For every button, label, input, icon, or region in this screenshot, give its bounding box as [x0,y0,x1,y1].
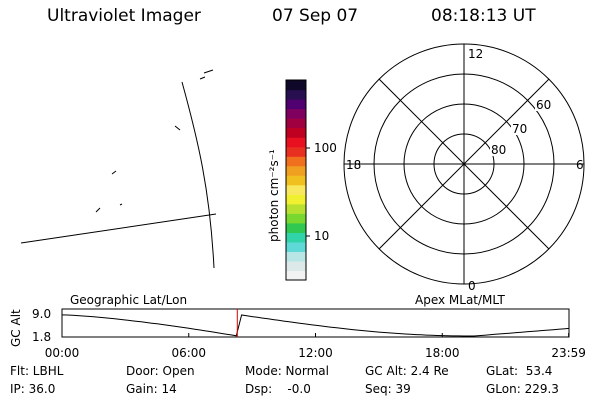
timeline-plot: Geographic Lat/Lon Apex MLat/MLT GC Alt … [9,293,586,360]
date-label: 07 Sep 07 [272,6,359,26]
map-boundary-curve [181,81,215,269]
timeline-tick-label: 18:00 [425,346,460,360]
color-bar-cell [286,241,306,253]
coastline-fragment [199,76,206,80]
geographic-map-panel [20,69,217,269]
color-bar: 100 10 photon cm⁻²s⁻¹ [267,79,337,281]
timeline-left-title: Geographic Lat/Lon [70,293,187,307]
timeline-tick-label: 00:00 [45,346,80,360]
color-bar-cell [286,80,306,91]
gc-alt-status: GC Alt: 2.4 Re [365,364,449,378]
coastline-fragment [119,203,123,206]
timeline-ymax: 9.0 [32,307,51,321]
lat-label-70: 70 [512,122,527,136]
glat-status: GLat: 53.4 [486,364,553,378]
color-bar-cell [286,232,306,243]
color-bar-cell [286,156,306,167]
timeline-ymin: 1.8 [32,330,51,344]
color-bar-cell [286,99,306,110]
coastline-fragment [174,125,181,131]
seq-status: Seq: 39 [365,382,411,396]
mlt-label-18: 18 [346,158,361,172]
timeline-right-title: Apex MLat/MLT [415,293,505,307]
door-status: Door: Open [126,364,195,378]
dsp-status: Dsp: -0.0 [245,382,311,396]
timeline-ylabel: GC Alt [9,309,23,347]
lat-label-80: 80 [491,143,506,157]
color-bar-cell [286,127,306,138]
mlt-label-12: 12 [468,47,483,61]
timeline-tick-label: 06:00 [171,346,206,360]
color-bar-cell [286,222,306,233]
timeline-tick-label: 12:00 [298,346,333,360]
ip-status: IP: 36.0 [10,382,56,396]
color-bar-unit-label: photon cm⁻²s⁻¹ [267,149,281,242]
color-bar-label-10: 10 [314,229,329,243]
timeline-tick-label: 23:59 [551,346,586,360]
mlt-label-6: 6 [576,158,584,172]
color-bar-cell [286,118,306,129]
mlt-label-0: 0 [468,279,476,293]
filter-status: Flt: LBHL [10,364,64,378]
color-bar-cell [286,194,306,205]
color-bar-cell [286,203,306,214]
glon-status: GLon: 229.3 [486,382,559,396]
color-bar-cell [286,184,306,195]
coastline-fragment [203,69,214,74]
timeline-frame [61,308,570,338]
map-horizon-line [20,213,217,244]
gain-status: Gain: 14 [126,382,177,396]
color-bar-cell [286,146,306,157]
color-bar-cell [286,137,306,148]
polar-diagonal [378,78,550,250]
color-bar-cell [286,251,306,262]
instrument-title: Ultraviolet Imager [47,6,201,26]
lat-label-60: 60 [536,98,551,112]
color-bar-cell [286,89,306,100]
color-bar-label-100: 100 [314,141,337,155]
mode-status: Mode: Normal [245,364,329,378]
gc-alt-curve [61,314,570,337]
color-bar-cell [286,108,306,119]
coastline-fragment [95,207,101,213]
color-bar-frame [285,79,307,281]
color-bar-cell [286,260,306,272]
polar-plot [343,43,585,285]
color-bar-cell [286,213,306,224]
color-bar-cell [286,165,306,176]
time-label: 08:18:13 UT [431,6,536,26]
color-bar-cell [286,270,306,281]
coastline-fragment [111,170,117,175]
color-bar-cell [286,175,306,186]
